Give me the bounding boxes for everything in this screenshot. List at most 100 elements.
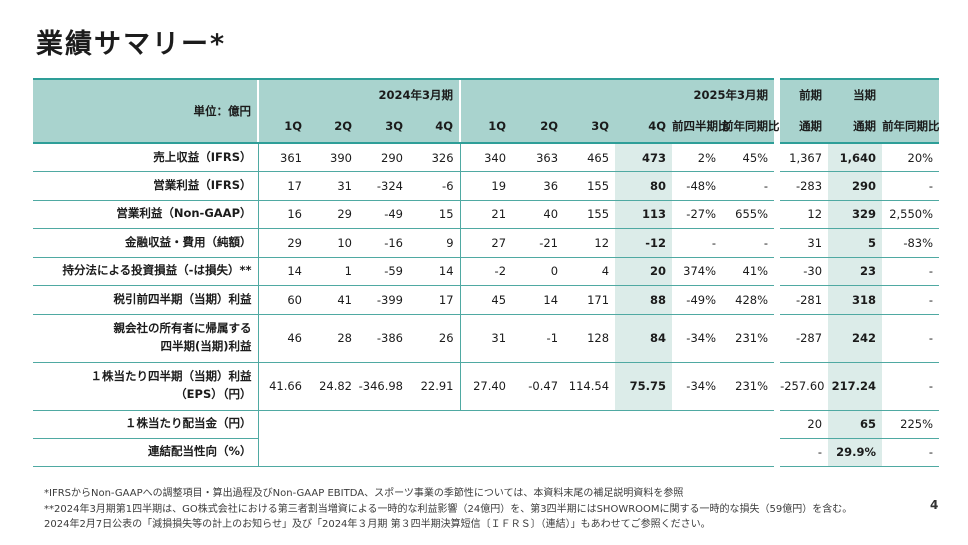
table-cell: 41% (722, 257, 775, 286)
table-cell: 17 (409, 285, 461, 315)
table-cell: 290 (358, 143, 409, 172)
table-cell: 27.40 (459, 362, 513, 411)
table-cell: 19 (459, 171, 513, 201)
table-cell: - (882, 438, 940, 467)
table-cell: -48% (672, 171, 723, 201)
row-label: 営業利益（Non-GAAP） (33, 200, 258, 229)
table-cell: -83% (882, 228, 940, 258)
footnote-line: *IFRSからNon-GAAPへの調整項目・算出過程及びNon-GAAP EBI… (44, 488, 684, 499)
table-cell: -257.60 (780, 362, 829, 411)
table-cell: 217.24 (828, 362, 883, 411)
table-cell: 128 (564, 314, 616, 363)
table-cell: -1 (512, 314, 565, 363)
col-2024-q4: 4Q (409, 109, 461, 144)
table-cell: 10 (308, 228, 358, 258)
table-cell: -287 (780, 314, 829, 363)
table-cell: - (882, 362, 940, 411)
col-2024-q3: 3Q (358, 109, 409, 144)
table-cell: -324 (358, 171, 409, 201)
table-cell: 428% (722, 285, 775, 315)
table-row: 営業利益（IFRS） 17 31 -324 -6 19 36 155 80 -48% - -283 29… (33, 171, 940, 201)
table-cell: 2% (672, 143, 723, 172)
table-header-row: 単位：億円 2024年3月期 2025年3月期 前期 当期 (33, 78, 940, 144)
table-cell: -30 (780, 257, 829, 286)
table-cell: -399 (358, 285, 409, 315)
table-row: 税引前四半期（当期）利益 60 41 -399 17 45 14 171 88 -49% 428% -… (33, 285, 940, 315)
table-cell: 171 (564, 285, 616, 315)
col-2025-q2: 2Q (512, 109, 565, 144)
table-cell: 24.82 (308, 362, 358, 411)
col-2024-q2: 2Q (308, 109, 358, 144)
table-cell: 14 (409, 257, 461, 286)
table-gap (774, 143, 781, 172)
table-cell: 340 (459, 143, 513, 172)
table-cell: - (722, 228, 775, 258)
table-cell: 329 (828, 200, 883, 229)
table-cell: 20 (615, 257, 673, 286)
table-gap (774, 257, 781, 286)
table-cell: 473 (615, 143, 673, 172)
table-cell: - (882, 257, 940, 286)
table-cell: -283 (780, 171, 829, 201)
table-row: １株当たり配当金（円） 20 65 225% (33, 410, 940, 467)
table-cell: 290 (828, 171, 883, 201)
table-cell: - (882, 314, 940, 363)
table-cell: 20 (780, 410, 829, 439)
table-cell: 318 (828, 285, 883, 315)
col-full-yoy: 前年同期比 (882, 109, 940, 144)
table-cell: 12 (780, 200, 829, 229)
table-cell: 31 (308, 171, 358, 201)
header-spacer-cell (882, 78, 940, 109)
table-cell: 12 (564, 228, 616, 258)
table-cell: 20% (882, 143, 940, 172)
table-body: 売上収益（IFRS） 361 390 290 326 340 363 465 473 2% 45% 1… (33, 143, 940, 467)
row-label: １株当たり配当金（円） (33, 410, 258, 439)
table-cell: -346.98 (358, 362, 409, 411)
table-gap (774, 285, 781, 314)
table-cell: 17 (257, 171, 308, 201)
row-label: 営業利益（IFRS） (33, 171, 258, 201)
table-cell: 114.54 (564, 362, 616, 411)
table-cell: 45 (459, 285, 513, 315)
table-cell: 155 (564, 200, 616, 229)
table-gap (774, 228, 781, 257)
page-number: 4 (930, 498, 939, 512)
table-cell: 14 (257, 257, 308, 286)
table-cell: -21 (512, 228, 565, 258)
table-gap (774, 171, 781, 200)
table-cell: 0 (512, 257, 565, 286)
table-row: 連結配当性向（%） -29.9% - (33, 438, 940, 467)
page-title: 業績サマリー* (36, 29, 227, 60)
row-label: 親会社の所有者に帰属する 四半期(当期)利益 (33, 314, 258, 363)
table-cell: 80 (615, 171, 673, 201)
table-row: 営業利益（Non-GAAP） 16 29 -49 15 21 40 155 113 -27% 655… (33, 200, 940, 229)
table-cell: 16 (257, 200, 308, 229)
table-cell: 29.9% (828, 438, 883, 467)
table-gap (774, 438, 781, 466)
fy2025-group-header: 2025年3月期 (459, 78, 775, 109)
table-cell: 1,367 (780, 143, 829, 172)
row-label: 金融収益・費用（純額） (33, 228, 258, 258)
row-label: 連結配当性向（%） (33, 438, 258, 467)
table-gap (774, 200, 781, 229)
table-cell: 9 (409, 228, 461, 258)
table-cell: - (882, 285, 940, 315)
table-cell: 2,550% (882, 200, 940, 229)
table-cell: 88 (615, 285, 673, 315)
col-qoq: 前四半期比 (672, 109, 730, 144)
col-prev-full-year: 通期 (780, 109, 829, 144)
table-cell: 242 (828, 314, 883, 363)
table-cell: 23 (828, 257, 883, 286)
table-cell: 36 (512, 171, 565, 201)
table-cell: -27% (672, 200, 723, 229)
table-row: 金融収益・費用（純額） 29 10 -16 9 27 -21 12 -12- -31 5 -83% (33, 228, 940, 258)
table-cell: 155 (564, 171, 616, 201)
col-2025-q4: 4Q (615, 109, 673, 144)
table-cell: 26 (409, 314, 461, 363)
table-cell: 31 (459, 314, 513, 363)
table-cell: 75.75 (615, 362, 673, 411)
table-cell: 40 (512, 200, 565, 229)
table-cell: 363 (512, 143, 565, 172)
table-row: 親会社の所有者に帰属する 四半期(当期)利益 46 28 -386 26 31 -1 128 84… (33, 314, 940, 363)
col-2024-q1: 1Q (257, 109, 308, 144)
